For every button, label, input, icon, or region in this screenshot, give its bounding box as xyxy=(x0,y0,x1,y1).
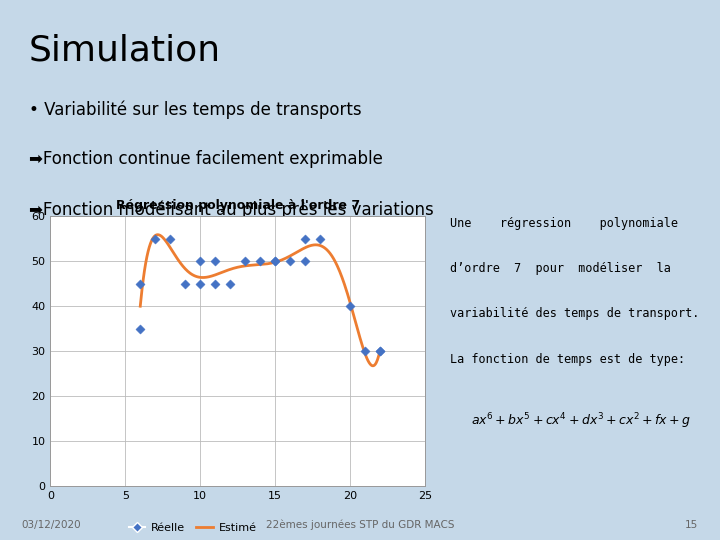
Text: Une    régression    polynomiale: Une régression polynomiale xyxy=(450,217,678,230)
Point xyxy=(300,234,311,243)
Point xyxy=(135,279,146,288)
Text: d’ordre  7  pour  modéliser  la: d’ordre 7 pour modéliser la xyxy=(450,262,671,275)
Point xyxy=(210,256,221,265)
Text: 03/12/2020: 03/12/2020 xyxy=(22,520,81,530)
Text: variabilité des temps de transport.: variabilité des temps de transport. xyxy=(450,307,699,320)
Point xyxy=(225,279,236,288)
Text: $ax^6 + bx^5 + cx^4 + dx^3 + cx^2 + fx + g$: $ax^6 + bx^5 + cx^4 + dx^3 + cx^2 + fx +… xyxy=(471,411,691,431)
Point xyxy=(164,234,176,243)
Point xyxy=(239,256,251,265)
Point xyxy=(194,256,206,265)
Text: • Variabilité sur les temps de transports: • Variabilité sur les temps de transport… xyxy=(29,100,361,119)
Point xyxy=(300,256,311,265)
Text: 22èmes journées STP du GDR MACS: 22èmes journées STP du GDR MACS xyxy=(266,520,454,530)
Point xyxy=(210,279,221,288)
Point xyxy=(374,347,386,355)
Text: 15: 15 xyxy=(685,520,698,530)
Point xyxy=(135,324,146,333)
Text: ➡Fonction continue facilement exprimable: ➡Fonction continue facilement exprimable xyxy=(29,150,382,168)
Text: La fonction de temps est de type:: La fonction de temps est de type: xyxy=(450,353,685,366)
Legend: Réelle, Estimé: Réelle, Estimé xyxy=(125,518,261,537)
Point xyxy=(269,256,281,265)
Text: Simulation: Simulation xyxy=(29,33,221,68)
Point xyxy=(374,347,386,355)
Point xyxy=(284,256,296,265)
Point xyxy=(344,302,356,310)
Point xyxy=(194,279,206,288)
Point xyxy=(269,256,281,265)
Point xyxy=(314,234,325,243)
Point xyxy=(179,279,191,288)
Point xyxy=(150,234,161,243)
Title: Régression polynomiale à l'ordre 7: Régression polynomiale à l'ordre 7 xyxy=(115,199,360,212)
Text: ➡Fonction modélisant au plus près les variations: ➡Fonction modélisant au plus près les va… xyxy=(29,200,433,219)
Point xyxy=(359,347,371,355)
Point xyxy=(254,256,266,265)
